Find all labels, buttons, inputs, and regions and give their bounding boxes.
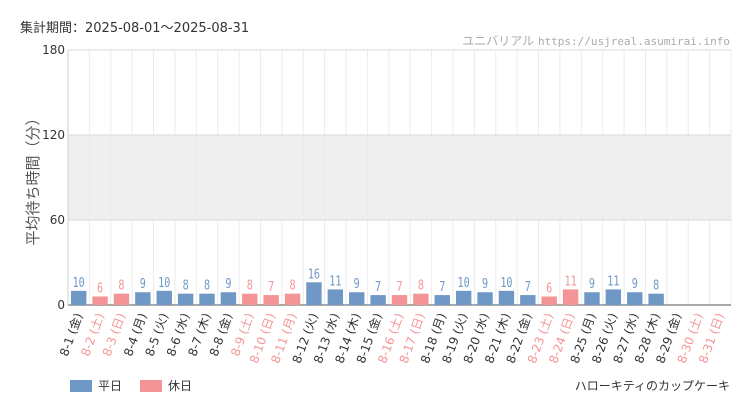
data-label: 8 xyxy=(247,277,253,293)
data-label: 10 xyxy=(500,275,512,291)
y-tick-label: 120 xyxy=(42,128,65,142)
data-label: 10 xyxy=(73,275,85,291)
data-label: 8 xyxy=(204,277,210,293)
data-label: 10 xyxy=(458,275,470,291)
data-label: 9 xyxy=(225,276,231,292)
data-label: 11 xyxy=(329,273,341,289)
data-label: 9 xyxy=(354,276,360,292)
bar[interactable] xyxy=(220,292,237,305)
site-url[interactable]: https://usjreal.asumirai.info xyxy=(537,35,730,48)
band-60-120 xyxy=(68,135,731,220)
data-label: 11 xyxy=(607,273,619,289)
data-label: 16 xyxy=(308,266,320,282)
bar[interactable] xyxy=(284,293,301,305)
data-label: 6 xyxy=(546,280,552,296)
bar[interactable] xyxy=(477,292,493,305)
bar[interactable] xyxy=(413,293,429,305)
y-tick-labels: 0 60 120 180 xyxy=(42,43,65,312)
bar[interactable] xyxy=(605,289,622,305)
bar[interactable] xyxy=(306,282,322,305)
data-label: 7 xyxy=(439,279,445,295)
bar[interactable] xyxy=(434,295,450,305)
data-label: 9 xyxy=(589,276,595,292)
y-tick-label: 0 xyxy=(57,298,65,312)
bar[interactable] xyxy=(242,293,258,305)
bar[interactable] xyxy=(541,296,557,306)
holiday-swatch xyxy=(140,379,163,392)
data-label: 8 xyxy=(118,277,124,293)
y-tick-label: 60 xyxy=(50,213,65,227)
weekday-swatch xyxy=(70,379,92,392)
legend-item-weekday[interactable]: 平日 xyxy=(70,377,122,394)
x-tick-labels: 8-1 (金)8-2 (土)8-3 (日)8-4 (月)8-5 (火)8-6 (… xyxy=(56,311,727,365)
data-label: 7 xyxy=(375,279,381,295)
data-label: 9 xyxy=(140,276,146,292)
data-label: 8 xyxy=(290,277,296,293)
data-label: 7 xyxy=(268,279,274,295)
bar[interactable] xyxy=(177,293,194,305)
bar[interactable] xyxy=(498,290,515,305)
data-label: 8 xyxy=(418,277,424,293)
bar[interactable] xyxy=(627,292,643,305)
bar[interactable] xyxy=(648,293,664,305)
bar[interactable] xyxy=(113,293,130,305)
data-label: 10 xyxy=(158,275,170,291)
y-tick-label: 180 xyxy=(42,43,65,57)
y-axis-label: 平均待ち時間（分） xyxy=(24,110,42,245)
data-label: 7 xyxy=(525,279,531,295)
data-label: 8 xyxy=(653,277,659,293)
bar[interactable] xyxy=(349,292,365,305)
site-credit[interactable]: ユニバリアル https://usjreal.asumirai.info xyxy=(462,32,730,49)
bar[interactable] xyxy=(562,289,579,305)
bar[interactable] xyxy=(391,295,408,305)
grid xyxy=(67,49,732,306)
data-label: 11 xyxy=(564,273,576,289)
legend-holiday-label: 休日 xyxy=(168,379,193,393)
data-label: 6 xyxy=(97,280,103,296)
bar[interactable] xyxy=(92,296,108,306)
bar[interactable] xyxy=(156,290,172,305)
data-label: 9 xyxy=(482,276,488,292)
data-label: 7 xyxy=(396,279,402,295)
legend-item-holiday[interactable]: 休日 xyxy=(140,377,192,394)
bars xyxy=(70,282,664,306)
legend: 平日 休日 xyxy=(70,377,192,394)
bar[interactable] xyxy=(584,292,600,305)
period-label: 集計期間：2025-08-01〜2025-08-31 xyxy=(20,21,250,36)
bar[interactable] xyxy=(135,292,151,305)
data-label: 9 xyxy=(632,276,638,292)
attraction-name: ハローキティのカップケーキ xyxy=(574,379,730,393)
bar[interactable] xyxy=(327,289,344,305)
bar[interactable] xyxy=(520,295,536,305)
bar[interactable] xyxy=(455,290,472,305)
data-label: 8 xyxy=(183,277,189,293)
bar[interactable] xyxy=(263,295,279,305)
value-labels: 10 6 8 9 10 8 8 9 8 7 816 11 9 7 7 8 7 10 9 10 7 6 11 9 11 9 8 xyxy=(73,266,660,296)
legend-weekday-label: 平日 xyxy=(98,379,123,393)
bar[interactable] xyxy=(199,293,215,305)
site-name: ユニバリアル xyxy=(462,34,535,48)
bar[interactable] xyxy=(370,295,386,305)
bar[interactable] xyxy=(70,290,87,305)
